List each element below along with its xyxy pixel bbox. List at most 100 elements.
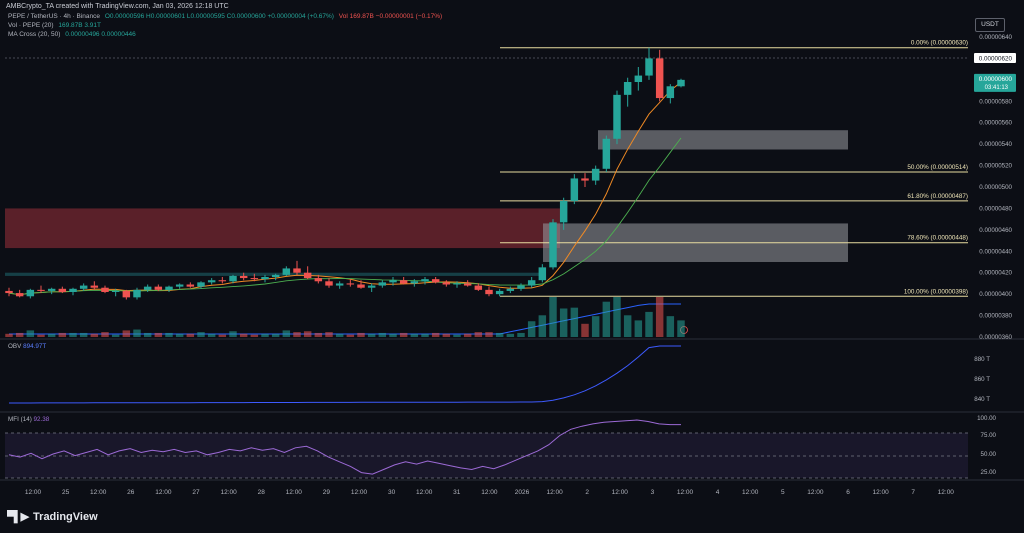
candle-body <box>5 290 13 294</box>
time-axis-label: 12:00 <box>546 489 563 496</box>
candle-body <box>559 200 568 223</box>
candle-body <box>207 280 216 283</box>
candle-body <box>26 289 35 297</box>
symbol-title: PEPE / TetherUS · 4h · Binance <box>8 13 101 20</box>
candle-body <box>346 283 355 285</box>
ma-cross-legend[interactable]: MA Cross (20, 50) 0.00000496 0.00000446 <box>8 31 139 38</box>
candle-body <box>634 75 643 82</box>
candle <box>69 287 77 296</box>
candle-body <box>69 288 77 292</box>
candle <box>186 282 195 288</box>
volume-bar <box>378 332 387 337</box>
candle <box>634 67 643 91</box>
time-axis-label: 12:00 <box>872 489 889 496</box>
candle <box>474 283 483 291</box>
candle <box>645 47 653 80</box>
volume-bar <box>591 316 600 337</box>
volume-bar <box>261 333 269 337</box>
time-axis-label: 2026 <box>515 489 530 496</box>
candle-body <box>186 284 195 287</box>
candle-body <box>37 289 45 291</box>
candle <box>389 277 397 286</box>
candle-body <box>655 58 664 99</box>
moving-averages-layer <box>8 81 688 335</box>
volume-bar <box>111 334 120 337</box>
candle <box>399 277 408 285</box>
mfi-value: 92.38 <box>33 416 50 423</box>
time-axis-label: 29 <box>323 489 331 496</box>
volume-bar <box>69 332 77 337</box>
candle <box>15 289 24 298</box>
mfi-axis-label: 75.00 <box>981 432 997 439</box>
obv-legend[interactable]: OBV 894.97T <box>8 343 46 350</box>
currency-button[interactable]: USDT <box>975 18 1005 32</box>
volume-bar <box>517 332 525 337</box>
ma-slow-line <box>8 137 682 296</box>
symbol-legend[interactable]: PEPE / TetherUS · 4h · Binance O0.000005… <box>8 13 445 20</box>
volume-bar <box>549 297 557 337</box>
candle-body <box>101 287 109 292</box>
volume-bar <box>335 333 344 337</box>
candle-body <box>613 94 621 139</box>
candle-body <box>111 290 120 292</box>
candle-body <box>218 280 227 282</box>
candle-body <box>175 284 184 287</box>
candle-body <box>335 283 344 286</box>
price-axis-label: 0.00000560 <box>979 120 1012 127</box>
volume-bar <box>47 333 56 337</box>
volume-bar <box>303 331 312 337</box>
candle <box>442 280 451 287</box>
candle-body <box>314 278 323 282</box>
volume-bar <box>666 316 675 337</box>
tradingview-logo[interactable]: ▀▌▶ TradingView <box>7 510 98 523</box>
mfi-legend[interactable]: MFI (14) 92.38 <box>8 416 49 423</box>
candle <box>613 90 621 145</box>
candle-body <box>239 275 248 279</box>
brand-name: TradingView <box>33 511 98 523</box>
price-axis-label: 0.00000520 <box>979 163 1012 170</box>
candle <box>581 173 589 187</box>
candle-body <box>463 283 472 286</box>
volume-bar <box>239 333 248 337</box>
volume-bar <box>634 320 643 337</box>
volume-bar <box>79 332 88 337</box>
volume-bar <box>506 333 515 337</box>
ma-cross-values: 0.00000496 0.00000446 <box>65 31 136 38</box>
candle-body <box>154 286 163 290</box>
candle <box>293 260 301 275</box>
volume-bar <box>645 311 653 337</box>
volume-bar <box>15 332 24 337</box>
time-axis-label: 7 <box>911 489 915 496</box>
candle-body <box>623 82 632 95</box>
price-axis-label: 0.00000500 <box>979 184 1012 191</box>
crosshair-price-label: 0.00000620 <box>979 56 1013 63</box>
time-axis-label: 27 <box>192 489 200 496</box>
volume-label: Vol · PEPE (20) <box>8 22 54 29</box>
volume-bar <box>453 334 461 337</box>
candle-body <box>293 268 301 273</box>
volume-bar <box>314 332 323 337</box>
gray-zone-upper <box>598 130 848 150</box>
volume-legend[interactable]: Vol · PEPE (20) 169.87B 3.91T <box>8 22 104 29</box>
candle-body <box>282 268 291 275</box>
volume-bar <box>122 330 131 337</box>
candle-body <box>538 267 547 281</box>
candle <box>37 285 45 294</box>
volume-bar <box>677 320 685 337</box>
volume-bar <box>623 315 632 337</box>
candle <box>218 277 227 284</box>
candle-body <box>90 285 99 288</box>
candle <box>517 283 525 291</box>
volume-bar <box>431 332 440 337</box>
candle <box>485 286 493 297</box>
last-price-tag <box>974 73 1016 92</box>
price-axis-label: 0.00000460 <box>979 227 1012 234</box>
candle <box>250 273 259 282</box>
volume-bar <box>463 333 472 337</box>
candle-body <box>602 138 611 169</box>
candle-body <box>591 168 600 181</box>
candle <box>570 174 579 205</box>
mfi-label: MFI (14) <box>8 416 32 423</box>
candle-countdown: 03:41:13 <box>985 85 1009 91</box>
